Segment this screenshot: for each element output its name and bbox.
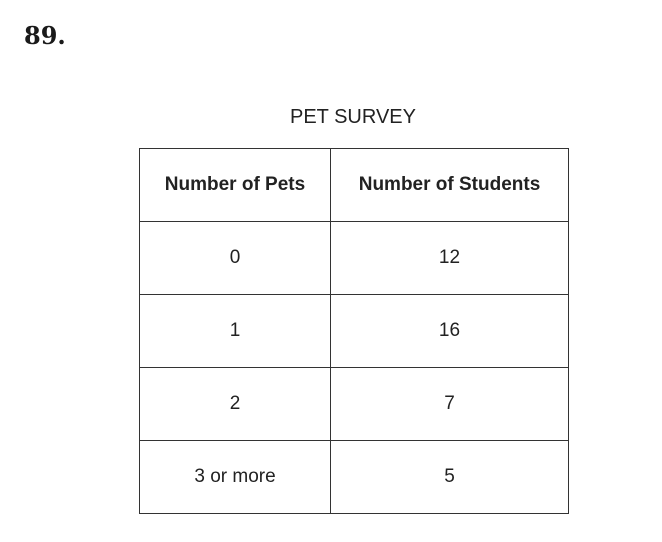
question-number: 89. [24, 21, 66, 50]
students-cell: 7 [330, 367, 569, 441]
table-title: PET SURVEY [290, 106, 416, 128]
pets-cell: 3 or more [139, 440, 331, 514]
students-cell: 12 [330, 221, 569, 295]
pets-cell: 2 [139, 367, 331, 441]
students-cell: 5 [330, 440, 569, 514]
pets-cell: 1 [139, 294, 331, 368]
table-header-row: Number of Pets Number of Students [139, 148, 569, 222]
header-number-of-pets: Number of Pets [139, 148, 331, 222]
table-row: 3 or more 5 [139, 440, 569, 514]
header-number-of-students: Number of Students [330, 148, 569, 222]
table-row: 1 16 [139, 294, 569, 368]
pets-cell: 0 [139, 221, 331, 295]
students-cell: 16 [330, 294, 569, 368]
pet-survey-table: Number of Pets Number of Students 0 12 1… [139, 148, 569, 514]
table-row: 2 7 [139, 367, 569, 441]
table-row: 0 12 [139, 221, 569, 295]
